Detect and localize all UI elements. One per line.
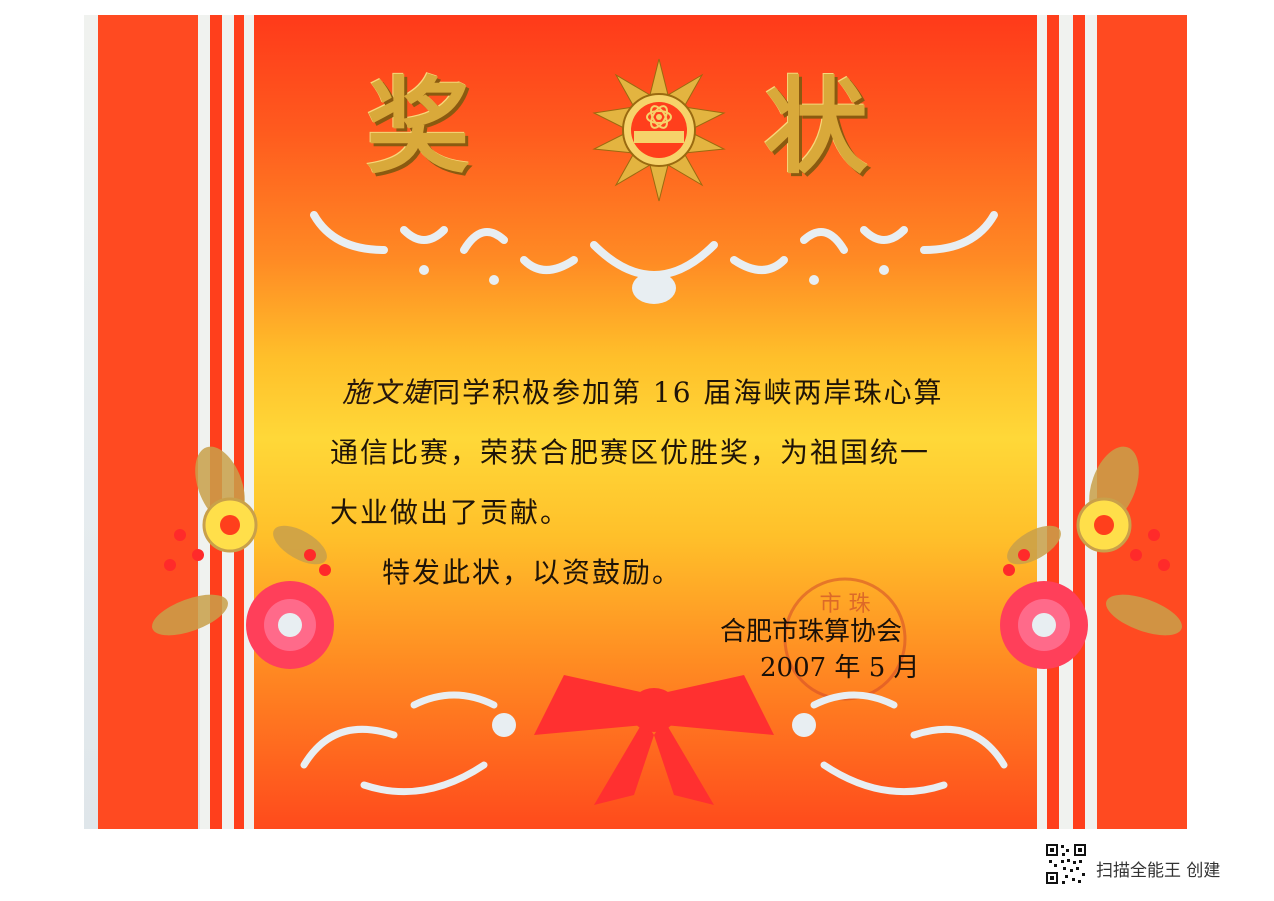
stripe	[200, 15, 210, 829]
stripe	[1047, 15, 1059, 829]
stripe	[222, 15, 234, 829]
stripe	[210, 15, 222, 829]
certificate: 奖 状	[84, 15, 1187, 829]
body-line-1-text: 同学积极参加第 16 届海峡两岸珠心算	[432, 376, 944, 409]
issuer: 合肥市珠算协会	[720, 617, 903, 647]
right-flower-ornament-icon	[1000, 446, 1182, 669]
stripe	[244, 15, 254, 829]
recipient-name: 施文婕	[342, 376, 433, 409]
certificate-body: 施文婕同学积极参加第 16 届海峡两岸珠心算 通信比赛，荣获合肥赛区优胜奖，为祖…	[330, 363, 1030, 603]
body-line-4: 特发此状，以资鼓励。	[382, 556, 683, 589]
seal-text: 市 珠	[820, 592, 871, 617]
stripe	[1037, 15, 1047, 829]
body-line-2: 通信比赛，荣获合肥赛区优胜奖，为祖国统一	[330, 436, 931, 469]
stripe	[234, 15, 244, 829]
national-emblem-icon	[592, 58, 726, 202]
qr-code-icon	[1045, 843, 1087, 885]
stripe	[1059, 15, 1073, 829]
right-red-panel	[1097, 15, 1187, 829]
body-line-3: 大业做出了贡献。	[330, 496, 571, 529]
stripe	[1085, 15, 1097, 829]
title-left-char: 奖	[366, 65, 471, 188]
title-right-char: 状	[764, 65, 869, 188]
left-red-panel	[98, 15, 198, 829]
stripe	[1073, 15, 1085, 829]
body-line-1: 施文婕同学积极参加第 16 届海峡两岸珠心算	[330, 363, 1030, 423]
bottom-ribbon-ornament-icon	[300, 675, 1008, 805]
top-ornament-icon	[310, 211, 998, 304]
issue-date: 2007 年 5 月	[760, 653, 920, 683]
left-flower-ornament-icon	[152, 446, 334, 669]
scanner-watermark-label: 扫描全能王 创建	[1096, 861, 1221, 881]
